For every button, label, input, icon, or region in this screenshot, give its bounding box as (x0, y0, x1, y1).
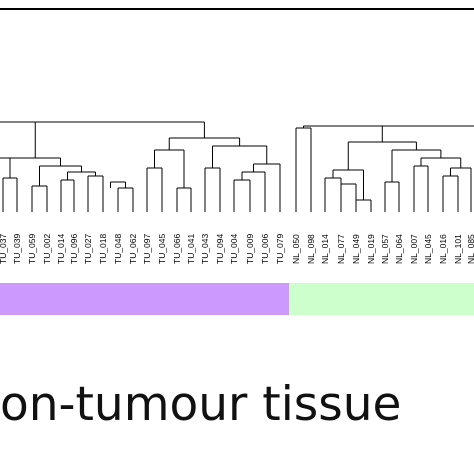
leaf-label: TU_014 (55, 233, 66, 264)
leaf-label: NL_045 (422, 234, 433, 264)
dendrogram-tree (0, 121, 474, 212)
leaf-label: NL_014 (319, 234, 330, 264)
leaf-label: TU_009 (244, 233, 255, 264)
leaf-label: TU_037 (0, 233, 8, 264)
leaf-label: TU_039 (11, 233, 22, 264)
leaf-label: NL_098 (305, 234, 316, 264)
leaf-label: TU_079 (274, 233, 285, 264)
leaf-label: TU_048 (112, 233, 123, 264)
leaf-label: NL_064 (393, 234, 404, 264)
leaf-label: TU_096 (68, 233, 79, 264)
leaf-label: NL_077 (335, 234, 346, 264)
leaf-label: NL_049 (350, 234, 361, 264)
leaf-label: NL_019 (365, 234, 376, 264)
leaf-label: TU_006 (259, 233, 270, 264)
leaf-label: TU_004 (228, 233, 239, 264)
non-tumour-group-bar (289, 283, 474, 315)
leaf-label: TU_043 (199, 233, 210, 264)
figure-caption: on-tumour tissue (0, 377, 402, 432)
plot-frame-top-border (0, 8, 474, 10)
leaf-label: NL_057 (379, 234, 390, 264)
leaf-label: NL_016 (437, 234, 448, 264)
leaf-label: TU_041 (185, 233, 196, 264)
leaf-label: TU_018 (97, 233, 108, 264)
leaf-label: TU_097 (141, 233, 152, 264)
leaf-label: TU_002 (41, 233, 52, 264)
leaf-label: NL_007 (408, 234, 419, 264)
leaf-label: NL_050 (290, 234, 301, 264)
leaf-label: TU_062 (127, 233, 138, 264)
leaf-label: NL_085 (465, 234, 474, 264)
leaf-label: TU_059 (26, 233, 37, 264)
leaf-label: NL_101 (452, 234, 463, 264)
leaf-label: TU_027 (82, 233, 93, 264)
leaf-label: TU_094 (214, 233, 225, 264)
leaf-label: TU_066 (171, 233, 182, 264)
leaf-label: TU_045 (156, 233, 167, 264)
tumour-group-bar (0, 283, 289, 315)
